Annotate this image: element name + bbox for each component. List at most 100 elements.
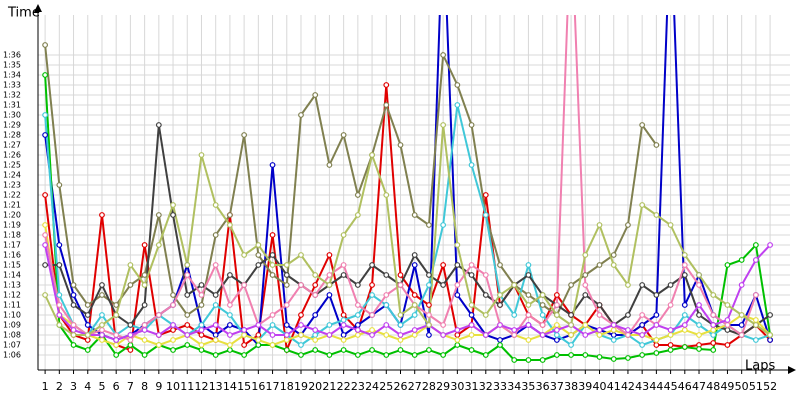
lap-marker	[454, 242, 461, 248]
lap-marker	[141, 322, 148, 328]
lap-marker	[70, 282, 77, 288]
lap-marker	[610, 332, 617, 338]
lap-marker	[767, 332, 773, 338]
lap-marker	[596, 312, 603, 318]
lap-marker	[653, 350, 660, 356]
lap-marker	[269, 322, 276, 328]
lap-marker	[84, 337, 91, 343]
lap-marker	[610, 322, 617, 328]
lap-marker	[227, 312, 233, 318]
lap-marker	[411, 262, 418, 268]
lap-marker	[298, 322, 304, 328]
lap-marker	[482, 272, 489, 278]
lap-marker	[468, 322, 475, 328]
lap-marker	[99, 312, 105, 318]
lap-marker	[184, 342, 191, 348]
y-tick-label: 1:07	[3, 341, 21, 350]
lap-marker	[84, 302, 91, 308]
lap-marker	[326, 322, 333, 328]
x-tick-label: 7	[127, 380, 134, 393]
lap-marker	[312, 292, 319, 298]
lap-marker	[582, 292, 589, 298]
y-tick-label: 1:36	[3, 51, 21, 60]
x-tick-label: 33	[493, 380, 507, 393]
lap-marker	[397, 272, 404, 278]
lap-marker	[312, 347, 319, 353]
lap-marker	[582, 272, 589, 278]
lap-marker	[511, 327, 518, 333]
lap-marker	[369, 347, 375, 353]
lap-marker	[369, 282, 375, 288]
y-tick-label: 1:33	[3, 81, 21, 90]
lap-marker	[155, 242, 162, 248]
lap-marker	[497, 302, 503, 308]
lap-marker	[170, 292, 176, 298]
lap-marker	[696, 322, 702, 328]
lap-marker	[42, 222, 49, 228]
lap-marker	[553, 327, 560, 333]
y-tick-label: 1:28	[3, 131, 21, 140]
lap-marker	[198, 282, 205, 288]
lap-marker	[56, 262, 63, 268]
lap-marker	[411, 327, 418, 333]
lap-marker	[553, 322, 560, 328]
lap-marker	[298, 112, 304, 118]
y-tick-label: 1:10	[3, 311, 21, 320]
lap-marker	[411, 252, 418, 258]
lap-marker	[241, 252, 248, 258]
lap-marker	[170, 322, 176, 328]
lap-marker	[56, 302, 63, 308]
lap-marker	[369, 312, 375, 318]
lap-marker	[42, 242, 49, 248]
lap-marker	[198, 342, 205, 348]
lap-marker	[411, 302, 418, 308]
y-tick-label: 1:24	[3, 171, 21, 180]
lap-marker	[99, 337, 105, 343]
lap-marker	[56, 182, 63, 188]
y-tick-label: 1:23	[3, 181, 21, 190]
lap-marker	[724, 262, 731, 268]
lap-marker	[354, 192, 361, 198]
x-tick-label: 40	[593, 380, 607, 393]
x-tick-label: 28	[422, 380, 436, 393]
lap-marker	[539, 357, 546, 363]
lap-marker	[340, 332, 347, 338]
lap-marker	[681, 302, 688, 308]
lap-marker	[426, 302, 432, 308]
lap-marker	[113, 302, 120, 308]
y-tick-label: 1:13	[3, 281, 21, 290]
x-tick-label: 15	[237, 380, 251, 393]
lap-marker	[482, 292, 489, 298]
lap-marker	[653, 322, 660, 328]
lap-marker	[497, 262, 503, 268]
lap-marker	[170, 202, 176, 208]
series-line	[44, 244, 771, 342]
lap-marker	[440, 222, 447, 228]
lap-marker	[42, 192, 49, 198]
lap-marker	[198, 152, 205, 158]
lap-marker	[283, 302, 290, 308]
lap-marker	[696, 282, 702, 288]
lap-marker	[397, 322, 404, 328]
lap-marker	[198, 322, 205, 328]
lap-marker	[710, 340, 717, 346]
lap-marker	[525, 262, 532, 268]
lap-marker	[710, 332, 717, 338]
lap-marker	[212, 202, 219, 208]
lap-marker	[170, 212, 176, 218]
x-tick-label: 23	[351, 380, 365, 393]
lap-marker	[99, 292, 105, 298]
lap-marker	[511, 357, 518, 363]
lap-marker	[667, 347, 674, 353]
lap-marker	[525, 357, 532, 363]
x-tick-label: 11	[180, 380, 194, 393]
lap-marker	[326, 332, 333, 338]
lap-marker	[582, 322, 589, 328]
lap-marker	[269, 342, 276, 348]
lap-marker	[354, 282, 361, 288]
lap-marker	[625, 355, 631, 361]
lap-marker	[56, 242, 63, 248]
lap-marker	[525, 312, 532, 318]
x-tick-label: 37	[550, 380, 564, 393]
